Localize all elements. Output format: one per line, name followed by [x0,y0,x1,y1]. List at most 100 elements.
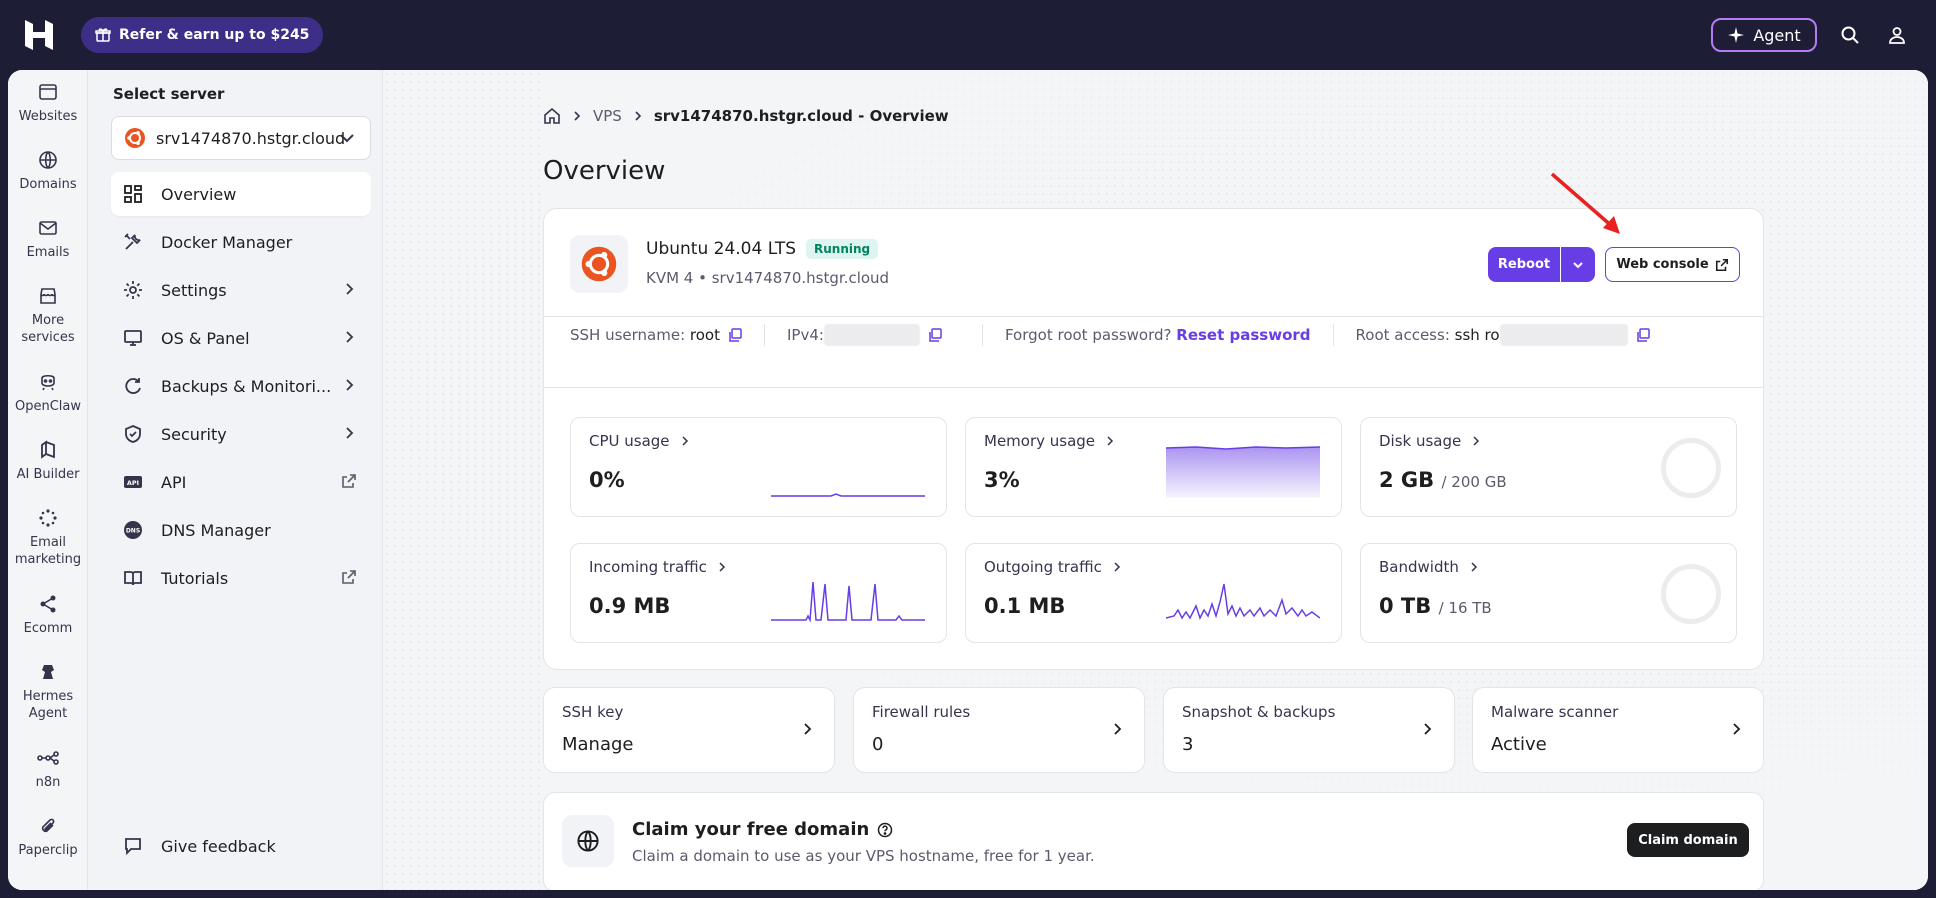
agent-button[interactable]: Agent [1711,18,1817,52]
chevron-right-icon [574,111,581,121]
claim-domain-title: Claim your free domain [632,819,893,840]
bandwidth-used: 0 TB [1379,594,1432,618]
rail-domains[interactable]: Domains [8,150,88,193]
bandwidth-total: / 16 TB [1438,599,1492,617]
status-badge: Running [806,239,879,259]
nav-dns-manager[interactable]: DNS DNS Manager [111,508,371,552]
nav-label: Docker Manager [161,232,293,252]
feedback-label: Give feedback [161,836,276,856]
nav-backups-monitoring[interactable]: Backups & Monitori... [111,364,371,408]
reboot-dropdown-button[interactable] [1561,247,1595,282]
nav-tutorials[interactable]: Tutorials [111,556,371,600]
rail-openclaw[interactable]: OpenClaw [8,372,88,415]
malware-label: Malware scanner [1491,703,1619,721]
refer-earn-button[interactable]: Refer & earn up to $245 [81,17,324,53]
nav-overview[interactable]: Overview [111,172,371,216]
reboot-button[interactable]: Reboot [1488,247,1560,282]
outgoing-sparkline [1166,583,1320,620]
breadcrumb-vps[interactable]: VPS [593,107,622,125]
account-button[interactable] [1882,20,1912,50]
bandwidth-card[interactable]: Bandwidth 0 TB / 16 TB [1360,543,1737,643]
rail-label: Emails [26,245,70,260]
root-access-value: ssh ro [1454,326,1500,344]
nav-docker-manager[interactable]: Docker Manager [111,220,371,264]
rail-label: Email marketing [14,535,82,567]
rail-more-services[interactable]: More services [8,286,88,346]
ubuntu-icon [581,246,617,282]
server-select[interactable]: srv1474870.hstgr.cloud [111,116,371,160]
nav-api[interactable]: API API [111,460,371,504]
malware-value: Active [1491,734,1547,755]
chevron-right-icon [1473,436,1480,446]
root-access-label: Root access: [1355,326,1450,344]
firewall-rules-card[interactable]: Firewall rules 0 [853,687,1145,773]
os-title: Ubuntu 24.04 LTS Running [646,239,879,259]
nav-settings[interactable]: Settings [111,268,371,312]
malware-scanner-card[interactable]: Malware scanner Active [1472,687,1764,773]
globe-icon [577,830,599,852]
claim-domain-title-text: Claim your free domain [632,819,870,840]
chat-icon [125,838,141,856]
copy-icon[interactable] [1636,328,1650,342]
annotation-arrow [1550,172,1620,234]
hostinger-logo[interactable] [22,18,56,52]
nav-label: Settings [161,280,227,300]
user-icon [1889,27,1905,44]
shield-icon [125,425,141,443]
copy-icon[interactable] [728,328,742,342]
web-console-button[interactable]: Web console [1605,247,1740,282]
reset-password-link[interactable]: Reset password [1176,326,1311,344]
rail-email-marketing[interactable]: Email marketing [8,508,88,568]
rail-paperclip[interactable]: Paperclip [8,816,88,859]
nav-os-panel[interactable]: OS & Panel [111,316,371,360]
ssh-key-card[interactable]: SSH key Manage [543,687,835,773]
nav-label: Tutorials [161,568,229,588]
snapshot-backups-card[interactable]: Snapshot & backups 3 [1163,687,1455,773]
paperclip-icon [41,818,55,833]
incoming-traffic-card[interactable]: Incoming traffic 0.9 MB [570,543,947,643]
ipv4-label: IPv4: [787,326,824,344]
rail-label: Paperclip [18,843,78,858]
breadcrumb-current: srv1474870.hstgr.cloud - Overview [653,107,949,125]
firewall-value: 0 [872,734,884,755]
disk-value: 2 GB / 200 GB [1379,468,1507,492]
chevron-right-icon [1107,436,1114,446]
rail-ecomm[interactable]: Ecomm [8,594,88,637]
claim-domain-button[interactable]: Claim domain [1627,823,1749,857]
nav-label: Security [161,424,227,444]
rail-hermes-agent[interactable]: Hermes Agent [8,662,88,722]
rail-label: OpenClaw [14,399,81,414]
bandwidth-ring [1661,564,1721,624]
nav-label: Overview [161,184,237,204]
help-icon[interactable] [877,822,893,838]
divider [544,387,1763,388]
rail-emails[interactable]: Emails [8,218,88,261]
copy-icon[interactable] [928,328,942,342]
os-name: Ubuntu 24.04 LTS [646,239,797,259]
chevron-right-icon [346,379,354,391]
cpu-usage-card[interactable]: CPU usage 0% [570,417,947,517]
access-info-row: SSH username: root IPv4: Forgot root pas… [570,323,1650,347]
chevron-right-icon [682,436,688,446]
memory-usage-card[interactable]: Memory usage 3% [965,417,1342,517]
rail-websites[interactable]: Websites [8,82,88,125]
rail-ai-builder[interactable]: AI Builder [8,440,88,483]
share-nodes-icon [40,595,56,613]
gear-icon [124,281,142,299]
rail-n8n[interactable]: n8n [8,748,88,791]
separator [981,324,983,346]
tools-icon [124,233,141,250]
search-button[interactable] [1835,20,1865,50]
web-console-label: Web console [1616,257,1709,272]
disk-usage-card[interactable]: Disk usage 2 GB / 200 GB [1360,417,1737,517]
home-icon[interactable] [543,107,561,125]
chevron-right-icon [1424,723,1432,735]
book-icon [124,571,142,586]
memory-label: Memory usage [984,432,1096,450]
outgoing-traffic-card[interactable]: Outgoing traffic 0.1 MB [965,543,1342,643]
give-feedback[interactable]: Give feedback [111,824,371,868]
cpu-value: 0% [589,468,625,492]
snapshot-value: 3 [1182,734,1194,755]
nav-security[interactable]: Security [111,412,371,456]
chevron-right-icon [1114,562,1120,572]
